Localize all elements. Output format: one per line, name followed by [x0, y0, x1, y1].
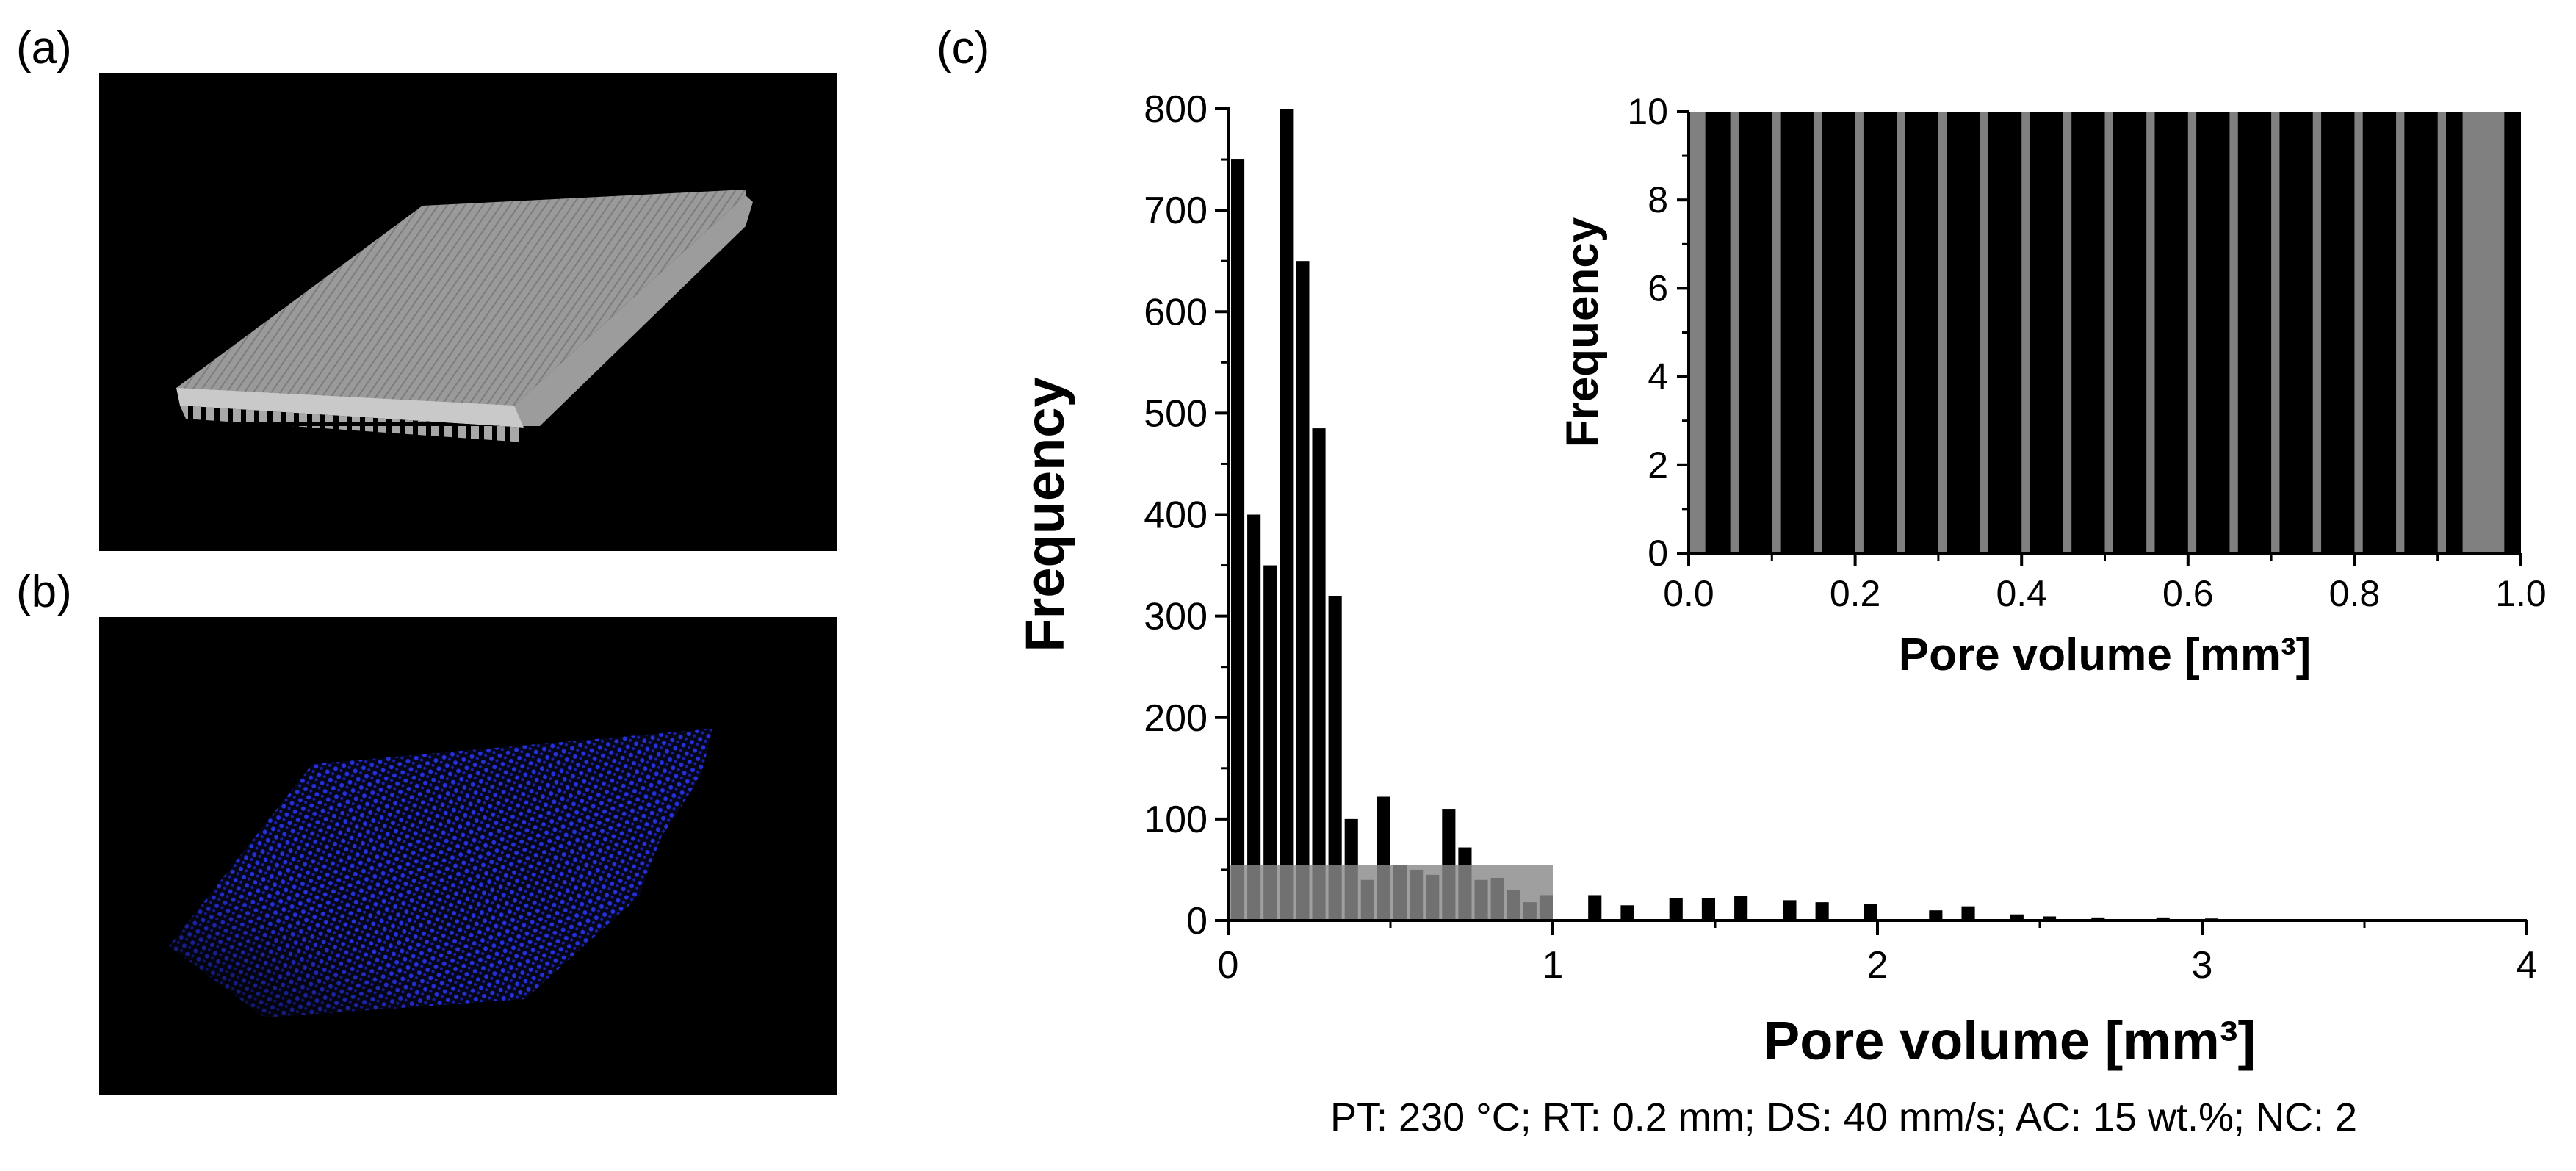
inset-histogram: 0 2 4 6 8 10 0.0 0.2 0.4 0.6 0.8 1.0 Pore volume [mm…: [1557, 91, 2547, 680]
inset-bar: [2113, 112, 2147, 553]
main-y-tick-label: 800: [1144, 88, 1208, 131]
main-bar: [2091, 917, 2105, 920]
process-parameters: PT: 230 °C; RT: 0.2 mm; DS: 40 mm/s; AC:…: [1330, 1095, 2357, 1139]
inset-bar: [2446, 112, 2463, 553]
inset-y-tick-label: 2: [1648, 444, 1668, 486]
inset-bar: [1780, 112, 1814, 553]
main-y-tick-label: 600: [1144, 291, 1208, 334]
specimen-image: [176, 190, 753, 442]
inset-bar: [2196, 112, 2230, 553]
pore-cloud-shadow: [169, 729, 712, 1017]
main-bar: [1669, 898, 1683, 920]
main-bar: [2010, 914, 2024, 920]
zoom-region-overlay: [1228, 865, 1553, 920]
specimen-render: [99, 73, 837, 551]
main-bar: [1588, 895, 1602, 920]
inset-y-tick-label: 0: [1648, 533, 1668, 574]
main-y-tick-label: 400: [1144, 494, 1208, 537]
specimen-front-edge: [176, 388, 524, 428]
main-bar: [1312, 428, 1326, 920]
inset-bar: [2504, 112, 2521, 553]
main-x-tick-label: 2: [1867, 944, 1888, 987]
main-y-tick-label: 700: [1144, 190, 1208, 232]
inset-bar: [2154, 112, 2188, 553]
main-bar: [1296, 261, 1310, 920]
inset-x-tick-label: 1.0: [2495, 573, 2547, 614]
panel-c-label: (c): [937, 23, 990, 73]
main-bar: [1230, 159, 1245, 920]
specimen-right-edge: [514, 195, 753, 426]
inset-x-tick-label: 0.8: [2329, 573, 2381, 614]
main-bar: [1263, 565, 1277, 920]
inset-bar: [1822, 112, 1855, 553]
inset-bar: [1705, 112, 1731, 553]
main-bar: [1734, 896, 1748, 920]
main-bar: [1961, 906, 1975, 920]
main-y-tick-label: 0: [1186, 900, 1208, 943]
main-y-tick-label: 300: [1144, 596, 1208, 638]
main-bar: [1783, 900, 1797, 920]
panel-a-label: (a): [16, 23, 72, 73]
main-x-axis-label: Pore volume [mm³]: [1764, 1010, 2256, 1071]
inset-bar: [1988, 112, 2022, 553]
main-y-tick-label: 500: [1144, 392, 1208, 435]
main-bar: [2042, 916, 2057, 920]
inset-bar: [1689, 112, 1706, 553]
main-y-tick-label: 200: [1144, 697, 1208, 740]
inset-bar: [2321, 112, 2355, 553]
specimen-teeth: [180, 406, 524, 442]
inset-y-tick-label: 6: [1648, 267, 1668, 309]
inset-y-tick-label: 8: [1648, 179, 1668, 220]
main-x-tick-label: 1: [1543, 944, 1564, 987]
main-y-tick-label: 100: [1144, 799, 1208, 841]
inset-bar: [1905, 112, 1938, 553]
pore-render: [99, 617, 837, 1095]
inset-bar: [1947, 112, 1980, 553]
inset-x-tick-label: 0.2: [1830, 573, 1881, 614]
main-y-axis-label: Frequency: [1014, 377, 1075, 652]
main-bar: [1864, 904, 1877, 920]
main-bar: [1247, 514, 1261, 920]
inset-x-tick-label: 0.6: [2162, 573, 2214, 614]
specimen-top-face: [176, 190, 746, 411]
inset-y-tick-label: 4: [1648, 356, 1668, 397]
main-x-tick-label: 0: [1218, 944, 1239, 987]
inset-y-axis-label: Frequency: [1557, 217, 1608, 447]
main-bar: [2156, 917, 2170, 920]
inset-bar: [2071, 112, 2105, 553]
main-bar: [1280, 109, 1294, 920]
inset-bar: [2404, 112, 2438, 553]
inset-x-axis-label: Pore volume [mm³]: [1899, 630, 2312, 680]
main-x-tick-label: 3: [2192, 944, 2213, 987]
main-x-tick-label: 4: [2517, 944, 2538, 987]
main-bar: [1328, 596, 1342, 920]
inset-x-tick-label: 0.4: [1996, 573, 2047, 614]
inset-bar: [1863, 112, 1897, 553]
inset-x-tick-label: 0.0: [1663, 573, 1714, 614]
main-bar: [1929, 910, 1943, 920]
main-bar: [1620, 905, 1634, 920]
inset-bar: [2362, 112, 2397, 553]
panel-b-label: (b): [16, 566, 72, 617]
main-bar: [1815, 902, 1829, 920]
inset-bar: [2237, 112, 2272, 553]
pore-image: [169, 729, 712, 1017]
inset-bar: [2279, 112, 2313, 553]
inset-bar: [2030, 112, 2063, 553]
inset-bar: [2462, 112, 2505, 553]
inset-bar: [1738, 112, 1772, 553]
main-bar: [1701, 898, 1715, 920]
inset-y-tick-label: 10: [1627, 91, 1668, 132]
